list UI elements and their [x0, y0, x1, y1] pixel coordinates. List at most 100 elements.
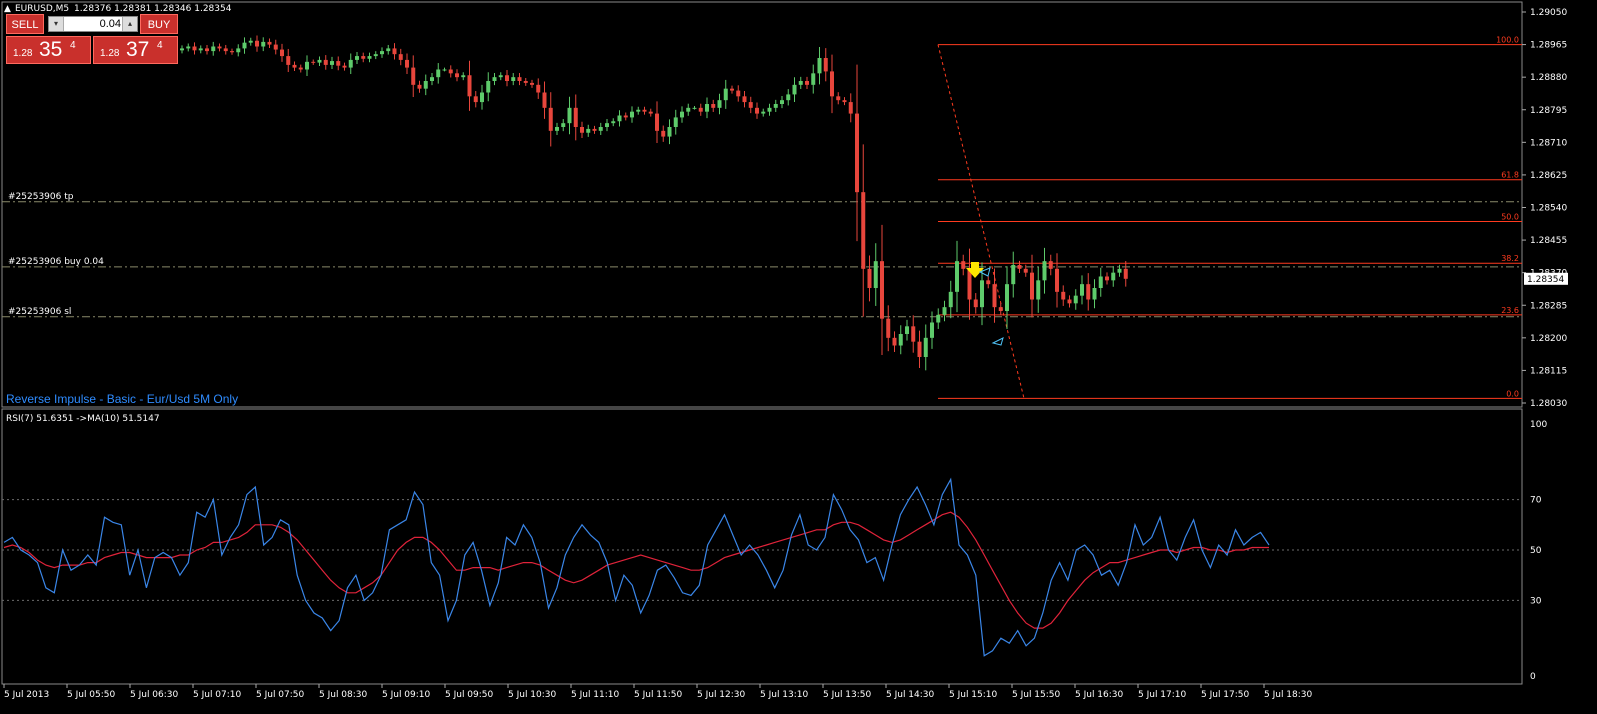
candle-body — [780, 100, 784, 104]
candle-body — [267, 41, 272, 45]
candle-body — [911, 326, 916, 342]
candle-body — [330, 61, 334, 65]
time-tick-label: 5 Jul 13:10 — [760, 690, 809, 700]
price-tick-label: 1.28455 — [1530, 236, 1567, 246]
candle-body — [1080, 284, 1084, 296]
cyan-exit-arrow-icon — [978, 267, 991, 277]
candle-body — [423, 81, 428, 89]
price-tick-label: 1.28030 — [1530, 399, 1567, 409]
candle-body — [186, 46, 191, 49]
candle-body — [511, 77, 516, 81]
rsi-ma-line — [3, 511, 1269, 629]
candle-body — [592, 128, 597, 131]
sell-price-box[interactable]: 1.28 35 4 — [6, 36, 91, 64]
candle-body — [292, 64, 297, 68]
candle-body — [498, 75, 503, 78]
candle-body — [686, 107, 691, 112]
candle-body — [405, 59, 409, 68]
candle-body — [892, 337, 897, 346]
candle-body — [1067, 299, 1072, 304]
sell-button[interactable]: SELL — [6, 14, 44, 34]
time-tick-label: 5 Jul 15:50 — [1012, 690, 1061, 700]
candle-body — [555, 127, 559, 131]
entry-arrow-icon — [966, 262, 984, 278]
candle-body — [1105, 276, 1109, 281]
candle-body — [261, 41, 266, 47]
candle-body — [505, 75, 509, 81]
candle-body — [830, 71, 834, 97]
lot-spin-up-icon[interactable]: ▴ — [122, 17, 137, 31]
time-tick-label: 5 Jul 18:30 — [1264, 690, 1313, 700]
buy-price-box[interactable]: 1.28 37 4 — [93, 36, 178, 64]
candle-body — [198, 48, 203, 51]
cyan-trade-arrow-icon — [991, 337, 1004, 346]
lot-size-input[interactable] — [65, 17, 123, 31]
order-line-label: #25253906 buy 0.04 — [8, 257, 104, 267]
candle-body — [298, 67, 303, 70]
buy-button[interactable]: BUY — [140, 14, 178, 34]
candle-body — [461, 75, 466, 78]
one-click-trading-panel: SELL ▾ ▴ BUY 1.28 35 4 1.28 37 4 — [6, 14, 178, 64]
candle-body — [467, 75, 472, 97]
lot-spin-down-icon[interactable]: ▾ — [49, 17, 64, 31]
candle-body — [342, 65, 347, 68]
time-tick-label: 5 Jul 17:10 — [1138, 690, 1187, 700]
candle-body — [336, 61, 341, 66]
time-tick-label: 5 Jul 06:30 — [130, 690, 179, 700]
candle-body — [180, 48, 184, 51]
candle-body — [386, 48, 391, 52]
candle-body — [798, 81, 803, 85]
candle-body — [480, 92, 484, 103]
candle-body — [1086, 284, 1091, 300]
candle-body — [636, 109, 641, 112]
candle-body — [1061, 291, 1066, 300]
price-tick-label: 1.29050 — [1530, 8, 1567, 18]
candle-body — [611, 121, 616, 124]
candle-body — [786, 94, 791, 101]
candlestick-series — [180, 35, 1128, 371]
candle-body — [973, 299, 978, 308]
rsi-tick-label: 30 — [1530, 596, 1542, 606]
time-tick-label: 5 Jul 05:50 — [67, 690, 116, 700]
candle-body — [1023, 268, 1028, 273]
sell-price-prefix: 1.28 — [13, 48, 33, 59]
candle-body — [1092, 288, 1097, 300]
candle-body — [517, 77, 522, 81]
candle-body — [367, 56, 372, 59]
candle-body — [348, 59, 353, 68]
candle-body — [1073, 295, 1078, 304]
candle-body — [567, 107, 572, 124]
time-tick-label: 5 Jul 11:10 — [571, 690, 620, 700]
candle-body — [323, 59, 328, 65]
price-tick-label: 1.28880 — [1530, 73, 1567, 83]
candle-body — [923, 337, 928, 357]
candle-body — [417, 84, 422, 89]
candle-body — [692, 107, 697, 109]
time-tick-label: 5 Jul 07:10 — [193, 690, 242, 700]
candle-body — [986, 280, 991, 285]
candle-body — [398, 54, 403, 60]
candle-body — [255, 40, 259, 47]
candle-body — [792, 84, 797, 95]
order-lines[interactable]: #25253906 tp #25253906 buy 0.04 #25253906 … — [2, 192, 1522, 318]
candle-body — [305, 61, 309, 70]
window-title-arrow: ▲ — [4, 4, 11, 14]
fib-level-label: 61.8 — [1501, 171, 1519, 180]
fibonacci-retracement[interactable]: 100.0 61.8 50.0 38.2 23.6 0.0 — [937, 36, 1522, 399]
candle-body — [392, 48, 397, 55]
candle-body — [967, 268, 972, 300]
buy-price-main: 37 — [126, 38, 150, 61]
candle-body — [936, 314, 941, 323]
candle-body — [355, 56, 359, 60]
candle-body — [748, 102, 753, 108]
candle-body — [411, 67, 416, 85]
price-tick-label: 1.28965 — [1530, 41, 1567, 51]
indicator-label: Reverse Impulse - Basic - Eur/Usd 5M Onl… — [6, 392, 238, 406]
candle-body — [617, 115, 622, 122]
rsi-tick-label: 100 — [1530, 420, 1547, 430]
time-tick-label: 5 Jul 2013 — [4, 690, 49, 700]
candle-body — [673, 117, 678, 127]
candle-body — [655, 113, 659, 131]
candle-body — [767, 107, 772, 112]
